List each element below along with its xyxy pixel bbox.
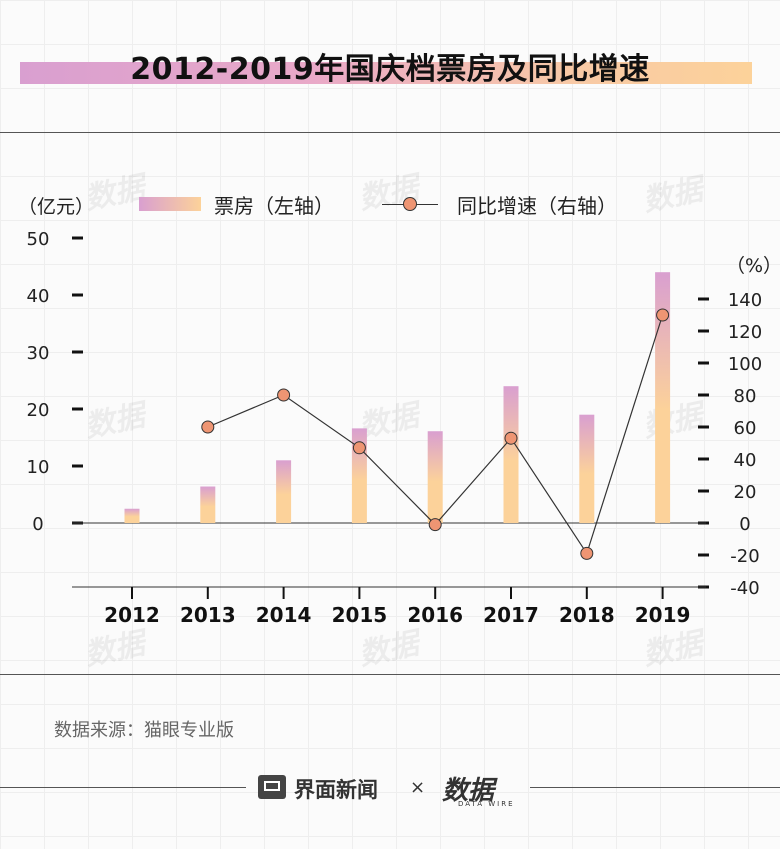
chart-title: 2012-2019年国庆档票房及同比增速 bbox=[130, 52, 650, 87]
legend-dot-swatch bbox=[403, 197, 417, 211]
x-axis-tick-label: 2017 bbox=[483, 603, 539, 627]
legend-bar-label: 票房（左轴） bbox=[214, 194, 334, 218]
right-axis-tick-label: 60 bbox=[734, 418, 757, 439]
right-axis-tick-label: 80 bbox=[734, 386, 757, 407]
top-divider bbox=[0, 132, 780, 133]
growth-point-2018 bbox=[580, 546, 594, 560]
footer-rule-left bbox=[0, 787, 246, 788]
left-axis-tick-label: 50 bbox=[27, 229, 50, 250]
right-axis-tick-label: 100 bbox=[728, 354, 762, 375]
footer-rule-right bbox=[530, 787, 780, 788]
x-axis-tick-label: 2015 bbox=[332, 603, 388, 627]
left-axis-tick-label: 20 bbox=[27, 400, 50, 421]
right-axis-tick-label: 20 bbox=[734, 482, 757, 503]
right-axis-tick-label: 40 bbox=[734, 450, 757, 471]
left-axis-unit: （亿元） bbox=[18, 196, 95, 218]
bar-2012 bbox=[124, 508, 140, 523]
legend-line-label: 同比增速（右轴） bbox=[457, 194, 617, 218]
right-axis-tick-label: -40 bbox=[730, 578, 759, 599]
footer-times-sign: × bbox=[410, 777, 426, 798]
x-axis-tick-label: 2016 bbox=[407, 603, 463, 627]
x-axis-tick-label: 2013 bbox=[180, 603, 236, 627]
data-source-note: 数据来源：猫眼专业版 bbox=[54, 720, 234, 741]
jiemian-logo-icon bbox=[258, 775, 286, 799]
bar-2019 bbox=[655, 272, 671, 523]
growth-point-2014 bbox=[277, 388, 291, 402]
growth-point-2013 bbox=[201, 420, 215, 434]
growth-point-2019 bbox=[656, 308, 670, 322]
datawire-logo: 数据 bbox=[442, 776, 495, 806]
title-highlight-band bbox=[20, 62, 752, 84]
right-axis-tick-label: 120 bbox=[728, 322, 762, 343]
growth-point-2015 bbox=[352, 441, 366, 455]
right-axis-tick-label: 140 bbox=[728, 290, 762, 311]
datawire-logo-sub: DATA WIRE bbox=[458, 800, 515, 808]
growth-point-2017 bbox=[504, 431, 518, 445]
left-axis-tick-label: 10 bbox=[27, 457, 50, 478]
x-axis-tick-label: 2018 bbox=[559, 603, 615, 627]
x-axis-tick-label: 2019 bbox=[635, 603, 691, 627]
bottom-divider bbox=[0, 674, 780, 675]
left-axis-tick-label: 30 bbox=[27, 343, 50, 364]
right-axis-tick-label: 0 bbox=[739, 514, 750, 535]
x-axis-tick-label: 2012 bbox=[104, 603, 160, 627]
left-axis-tick-label: 40 bbox=[27, 286, 50, 307]
bar-2014 bbox=[276, 460, 292, 523]
right-axis-unit: （%） bbox=[726, 255, 780, 277]
bar-2016 bbox=[427, 431, 443, 523]
left-axis-tick-label: 0 bbox=[32, 514, 43, 535]
footer-brand: 界面新闻 bbox=[294, 778, 378, 802]
bar-2017 bbox=[503, 386, 519, 523]
bar-2018 bbox=[579, 414, 595, 523]
x-axis-tick-label: 2014 bbox=[256, 603, 312, 627]
bar-2013 bbox=[200, 486, 216, 523]
legend-bar-swatch bbox=[139, 197, 201, 211]
growth-point-2016 bbox=[428, 518, 442, 532]
right-axis-tick-label: -20 bbox=[730, 546, 759, 567]
